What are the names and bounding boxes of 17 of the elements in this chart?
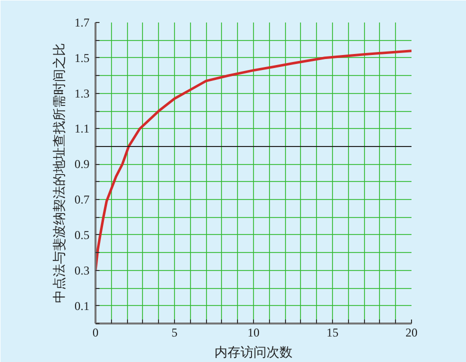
y-tick-label: 0.5: [74, 228, 90, 242]
y-tick-label: 0.1: [74, 298, 90, 313]
y-tick-label: 0.3: [74, 263, 90, 278]
x-tick-label: 20: [406, 326, 418, 340]
y-tick-label: 0.9: [74, 157, 90, 172]
y-axis-title: 中点法与斐波纳契法的地址查找所需时间之比: [52, 43, 66, 303]
line-series: [96, 50, 412, 272]
y-tick-label: 0.7: [74, 192, 90, 207]
y-tick-label: 1.1: [74, 122, 90, 136]
y-tick-label: 1.7: [74, 16, 90, 30]
x-tick-label: 10: [248, 326, 260, 340]
x-tick-label: 15: [326, 326, 338, 340]
x-tick-label: 5: [172, 326, 178, 340]
y-tick-label: 1.3: [74, 86, 90, 100]
x-axis-title: 内存访问次数: [214, 344, 292, 360]
y-tick-label: 1.5: [74, 50, 90, 65]
x-tick-label: 0: [92, 326, 98, 340]
